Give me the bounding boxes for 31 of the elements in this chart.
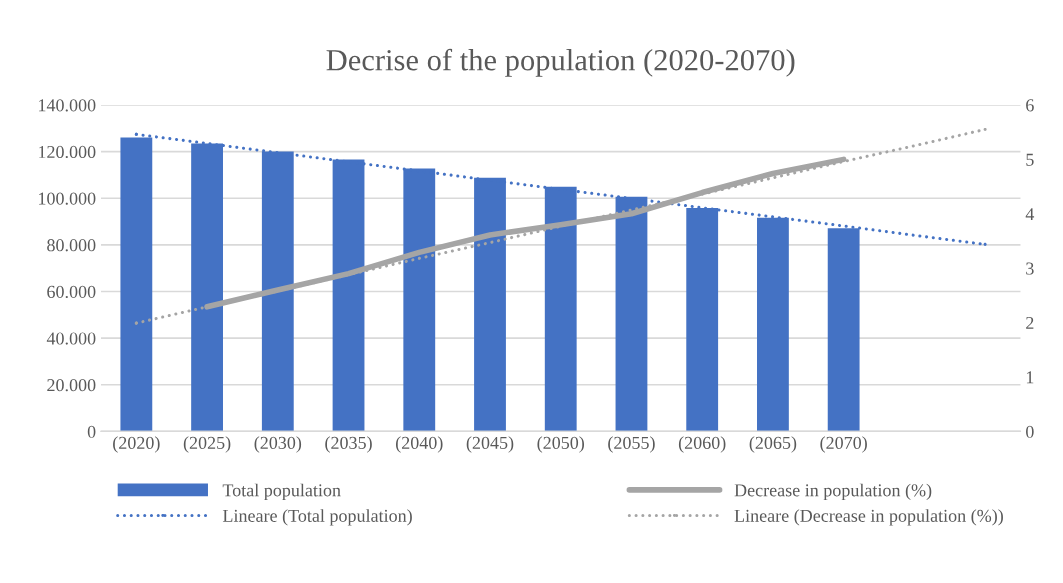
y2-tick-label: 6	[1026, 99, 1034, 112]
legend-label: Decrease in population (%)	[734, 483, 932, 501]
x-tick-label: (2030)	[254, 436, 302, 453]
y2-tick-label: 2	[1026, 316, 1034, 329]
legend-label: Total population	[222, 483, 341, 501]
x-tick-label: (2060)	[678, 436, 726, 453]
x-tick-label: (2070)	[820, 436, 867, 453]
y-tick-label: 80.000	[47, 239, 96, 252]
y2-tick-label: 5	[1026, 153, 1034, 166]
x-tick-label: (2025)	[183, 436, 231, 453]
y-tick-label: 20.000	[47, 379, 96, 392]
chart-title: Decrise of the population (2020-2070)	[326, 48, 795, 77]
legend-label: Lineare (Total population)	[222, 509, 412, 526]
y-tick-label: 40.000	[46, 332, 96, 345]
y2-tick-label: 4	[1025, 208, 1035, 221]
x-tick-label: (2035)	[325, 436, 372, 453]
y2-tick-label: 0	[1026, 425, 1034, 438]
y-tick-label: 120.000	[39, 145, 96, 159]
legend-label: Lineare (Decrease in population (%))	[734, 509, 1003, 526]
y-tick-label: 100.000	[39, 192, 96, 205]
y-tick-label: 60.000	[47, 285, 96, 299]
x-tick-label: (2020)	[113, 436, 160, 453]
x-tick-label: (2045)	[466, 436, 514, 453]
x-tick-label: (2050)	[537, 436, 585, 453]
y2-tick-label: 1	[1026, 371, 1034, 384]
x-tick-label: (2055)	[608, 436, 655, 453]
y-tick-label: 140.000	[39, 99, 96, 112]
x-tick-label: (2065)	[749, 436, 797, 453]
y-tick-label: 0	[87, 425, 96, 438]
x-tick-label: (2040)	[396, 436, 443, 453]
y2-tick-label: 3	[1026, 262, 1034, 275]
